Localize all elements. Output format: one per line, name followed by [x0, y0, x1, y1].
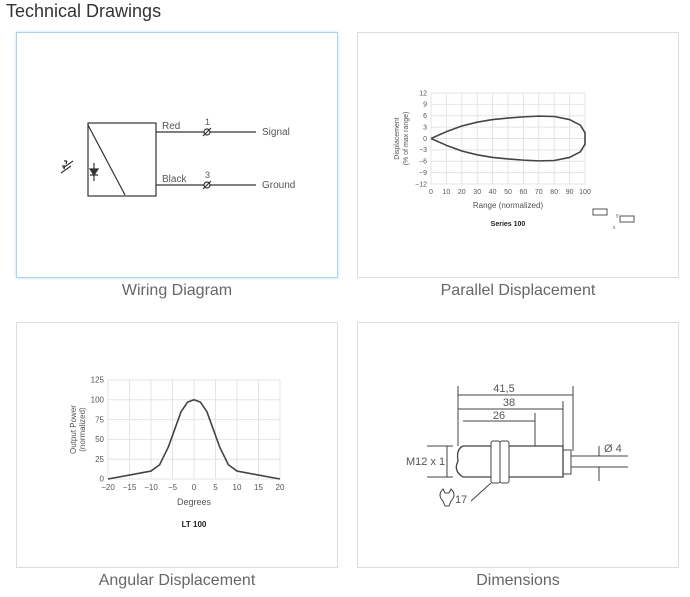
dimensions-drawing: 41,5 38 26 M12 x 1 Ø 4 17: [406, 383, 628, 507]
dimensions-label: Dimensions: [476, 572, 560, 589]
angular-displacement-chart: −20 −15 −10 −5 0 5 10 15 20 125 100 75 50 25 0 Degrees O…: [69, 376, 285, 529]
y-tick-label: −6: [419, 159, 427, 166]
y-tick-label: 6: [423, 113, 427, 120]
x-tick-label: −20: [101, 483, 115, 492]
x-tick-label: 20: [276, 483, 285, 492]
chart-title: LT 100: [182, 520, 207, 529]
y-axis-label-unit: (% of max range): [403, 112, 410, 166]
angular-displacement-card[interactable]: −20 −15 −10 −5 0 5 10 15 20 125 100 75 50 25 0 Degrees O…: [16, 322, 338, 568]
y-tick-label: 50: [95, 435, 104, 444]
x-tick-label: 80: [550, 189, 558, 196]
x-tick-label: 50: [504, 189, 512, 196]
signal-2: Ground: [262, 180, 295, 191]
y-axis-label: Displacement: [394, 117, 401, 159]
wire-color-2: Black: [162, 174, 187, 185]
x-axis-label: Range (normalized): [473, 201, 544, 210]
x-tick-label: −5: [168, 483, 178, 492]
section-title: Technical Drawings: [6, 1, 162, 21]
y-tick-label: 3: [423, 124, 427, 131]
x-tick-label: 10: [233, 483, 242, 492]
signal-1: Signal: [262, 127, 290, 138]
inset-y-label: y: [616, 213, 619, 219]
y-tick-label: 0: [423, 136, 427, 143]
x-tick-label: 90: [566, 189, 574, 196]
angular-displacement-label: Angular Displacement: [98, 572, 256, 589]
sensor-emitter-icon: [592, 208, 608, 216]
x-tick-label: 0: [429, 189, 433, 196]
inset-x-label: x: [613, 225, 616, 231]
wire-color-1: Red: [162, 121, 180, 132]
y-tick-label: −3: [419, 147, 427, 154]
x-tick-label: 60: [520, 189, 528, 196]
y-axis-label: Output Power: [69, 405, 78, 454]
wiring-diagram-card[interactable]: Red 1 Signal Black 3 Ground: [16, 32, 338, 278]
x-axis-label: Degrees: [177, 497, 212, 507]
parallel-displacement-label: Parallel Displacement: [440, 282, 596, 299]
pin-1: 1: [205, 117, 210, 127]
y-tick-label: 25: [95, 455, 104, 464]
wiring-diagram: Red 1 Signal Black 3 Ground: [60, 117, 295, 197]
dim-thread: 26: [493, 410, 505, 422]
y-tick-label: 0: [100, 475, 105, 484]
wiring-diagram-label: Wiring Diagram: [121, 282, 233, 299]
y-tick-label: −9: [419, 170, 427, 177]
dim-body: 38: [503, 397, 515, 409]
y-tick-label: 12: [419, 90, 427, 97]
x-tick-label: 40: [489, 189, 497, 196]
y-tick-label: 125: [91, 376, 105, 385]
y-tick-label: −12: [415, 181, 427, 188]
x-tick-label: 15: [254, 483, 263, 492]
x-tick-label: 20: [458, 189, 466, 196]
sensor-receiver-icon: [619, 215, 635, 223]
y-tick-label: 100: [91, 395, 105, 404]
parallel-displacement-chart: 0 10 20 30 40 50 60 70 80 90 100129630−3−6−9−12Ran…: [394, 90, 635, 231]
dim-wrench: 17: [455, 494, 467, 506]
dimensions-card[interactable]: 41,5 38 26 M12 x 1 Ø 4 17: [357, 322, 679, 568]
dim-cable: Ø 4: [604, 443, 622, 455]
series-line: [107, 399, 281, 480]
dim-thread-size: M12 x 1: [406, 456, 445, 468]
series-line: [430, 137, 586, 162]
y-tick-label: 75: [95, 415, 104, 424]
y-tick-label: 9: [423, 102, 427, 109]
pin-2: 3: [205, 170, 210, 180]
x-tick-label: 30: [473, 189, 481, 196]
parallel-displacement-card[interactable]: 0 10 20 30 40 50 60 70 80 90 100 12 9 6 3 0 −3 −6 −9 −12 Ran…: [357, 32, 679, 278]
x-tick-label: 10: [443, 189, 451, 196]
y-axis-label-unit: (normalized): [78, 407, 87, 452]
chart-title: Series 100: [491, 221, 526, 228]
dim-total: 41,5: [493, 383, 514, 395]
x-tick-label: 100: [579, 189, 591, 196]
x-tick-label: 0: [192, 483, 197, 492]
series-line: [430, 115, 586, 140]
x-tick-label: 5: [213, 483, 218, 492]
x-tick-label: 70: [535, 189, 543, 196]
x-tick-label: −10: [144, 483, 158, 492]
x-tick-label: −15: [123, 483, 137, 492]
